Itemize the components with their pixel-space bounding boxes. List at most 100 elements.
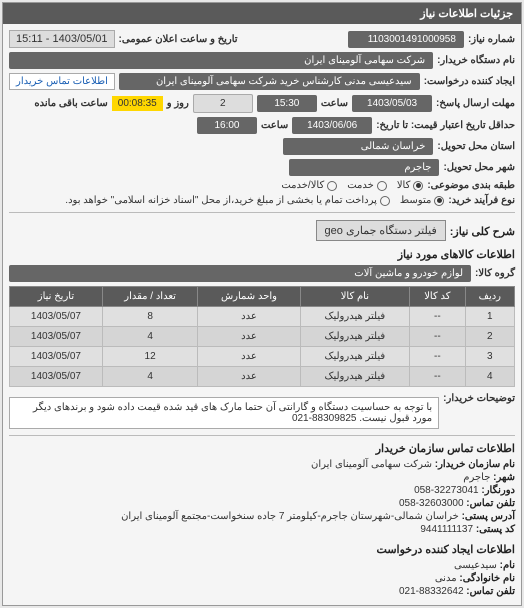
table-cell: عدد: [198, 307, 300, 327]
table-cell: عدد: [198, 327, 300, 347]
table-cell: 1: [465, 307, 514, 327]
info-phone: تلفن تماس: 32603000-058: [9, 498, 515, 509]
info-req-family: نام خانوادگی: مدنی: [9, 573, 515, 584]
radio-goods-icon: [413, 181, 423, 191]
remain-label: ساعت باقی مانده: [34, 98, 107, 109]
delivery-city-label: شهر محل تحویل:: [443, 162, 515, 173]
table-cell: عدد: [198, 347, 300, 367]
req-phone-value: 88332642-021: [399, 586, 464, 597]
request-number-label: شماره نیاز:: [468, 34, 515, 45]
radio-goods-service[interactable]: کالا/خدمت: [281, 180, 337, 191]
panel-title: جزئیات اطلاعات نیاز: [3, 3, 521, 24]
radio-payment-note[interactable]: پرداخت تمام یا بخشی از مبلغ خرید،از محل …: [65, 195, 390, 206]
row-subject-group: طبقه بندی موضوعی: کالا خدمت کالا/خدمت: [9, 180, 515, 191]
table-row: 2--فیلتر هیدرولیکعدد41403/05/07: [10, 327, 515, 347]
delivery-city-value: جاجرم: [289, 159, 439, 176]
deadline-label: مهلت ارسال پاسخ:: [436, 98, 515, 109]
contact-buyer-link[interactable]: اطلاعات تماس خریدار: [9, 73, 115, 90]
purchase-type-label: نوع فرآیند خرید:: [448, 195, 515, 206]
row-request-number: شماره نیاز: 1103001491000958 تاریخ و ساع…: [9, 30, 515, 48]
row-delivery-province: استان محل تحویل: خراسان شمالی: [9, 138, 515, 155]
buyer-org-label: نام دستگاه خریدار:: [437, 55, 515, 66]
table-cell: --: [410, 327, 466, 347]
info-postal: آدرس پستی: خراسان شمالی-شهرستان جاجرم-کی…: [9, 511, 515, 522]
row-buyer-note: توضیحات خریدار: با توجه به حساسیت دستگاه…: [9, 393, 515, 429]
description-label: شرح کلی نیاز:: [450, 225, 515, 238]
table-cell: 1403/05/07: [10, 307, 103, 327]
phone-label: تلفن تماس:: [466, 498, 515, 509]
col-unit: واحد شمارش: [198, 287, 300, 307]
creator-label: ایجاد کننده درخواست:: [424, 76, 515, 87]
req-name-label: نام:: [500, 560, 515, 571]
contact-section-header: اطلاعات تماس سازمان خریدار: [9, 442, 515, 455]
table-cell: فیلتر هیدرولیک: [300, 347, 409, 367]
table-cell: 1403/05/07: [10, 367, 103, 387]
row-creator: ایجاد کننده درخواست: سیدعیسی مدنی کارشنا…: [9, 73, 515, 90]
buyer-org-value: شرکت سهامی آلومینای ایران: [9, 52, 433, 69]
days-label: روز و: [167, 98, 189, 109]
table-row: 3--فیلتر هیدرولیکعدد121403/05/07: [10, 347, 515, 367]
info-req-phone: تلفن تماس: 88332642-021: [9, 586, 515, 597]
table-cell: 4: [102, 367, 197, 387]
table-cell: فیلتر هیدرولیک: [300, 307, 409, 327]
requester-section-header: اطلاعات ایجاد کننده درخواست: [9, 543, 515, 556]
delivery-province-label: استان محل تحویل:: [437, 141, 515, 152]
row-delivery-city: شهر محل تحویل: جاجرم: [9, 159, 515, 176]
radio-payment-label: پرداخت تمام یا بخشی از مبلغ خرید،از محل …: [65, 195, 377, 206]
radio-goods[interactable]: کالا: [397, 180, 424, 191]
deadline-time: 15:30: [257, 95, 317, 112]
table-cell: 3: [465, 347, 514, 367]
postal-label: آدرس پستی:: [462, 511, 515, 522]
radio-service[interactable]: خدمت: [347, 180, 387, 191]
info-city: شهر: جاجرم: [9, 472, 515, 483]
postcode-value: 9441111137: [420, 524, 473, 535]
radio-goods-service-label: کالا/خدمت: [281, 180, 324, 191]
time-label-2: ساعت: [261, 120, 288, 131]
price-validity-date: 1403/06/06: [292, 117, 372, 134]
table-cell: --: [410, 307, 466, 327]
price-validity-label: حداقل تاریخ اعتبار قیمت: تا تاریخ:: [376, 120, 515, 131]
table-cell: 4: [465, 367, 514, 387]
goods-group-value: لوازم خودرو و ماشین آلات: [9, 265, 471, 282]
table-cell: 12: [102, 347, 197, 367]
table-cell: فیلتر هیدرولیک: [300, 367, 409, 387]
radio-goods-label: کالا: [397, 180, 411, 191]
creator-value: سیدعیسی مدنی کارشناس خرید شرکت سهامی آلو…: [119, 73, 420, 90]
deadline-date: 1403/05/03: [352, 95, 432, 112]
table-cell: 8: [102, 307, 197, 327]
announce-datetime-label: تاریخ و ساعت اعلان عمومی:: [119, 34, 238, 45]
buyer-note-text: با توجه به حساسیت دستگاه و گارانتی آن حت…: [9, 397, 439, 429]
main-panel: جزئیات اطلاعات نیاز شماره نیاز: 11030014…: [2, 2, 522, 606]
panel-body: شماره نیاز: 1103001491000958 تاریخ و ساع…: [3, 24, 521, 605]
delivery-province-value: خراسان شمالی: [283, 138, 433, 155]
fax-value: 32273041-058: [414, 485, 479, 496]
goods-table: ردیف کد کالا نام کالا واحد شمارش تعداد /…: [9, 286, 515, 387]
days-remaining: 2: [193, 94, 253, 113]
org-name-label: نام سازمان خریدار:: [435, 459, 515, 470]
info-org-name: نام سازمان خریدار: شرکت سهامی آلومینای ا…: [9, 459, 515, 470]
table-cell: فیلتر هیدرولیک: [300, 327, 409, 347]
price-validity-time: 16:00: [197, 117, 257, 134]
goods-group-label: گروه کالا:: [475, 268, 515, 279]
table-row: 4--فیلتر هیدرولیکعدد41403/05/07: [10, 367, 515, 387]
table-cell: --: [410, 367, 466, 387]
table-header-row: ردیف کد کالا نام کالا واحد شمارش تعداد /…: [10, 287, 515, 307]
subject-group-label: طبقه بندی موضوعی:: [427, 180, 515, 191]
phone-value: 32603000-058: [399, 498, 464, 509]
time-label: ساعت: [321, 98, 348, 109]
row-price-validity: حداقل تاریخ اعتبار قیمت: تا تاریخ: 1403/…: [9, 117, 515, 134]
time-remaining: 00:08:35: [112, 96, 163, 111]
table-cell: عدد: [198, 367, 300, 387]
city-value: جاجرم: [463, 472, 490, 483]
info-req-name: نام: سیدعیسی: [9, 560, 515, 571]
row-buyer-org: نام دستگاه خریدار: شرکت سهامی آلومینای ا…: [9, 52, 515, 69]
req-family-value: مدنی: [435, 573, 457, 584]
radio-medium[interactable]: متوسط: [400, 195, 444, 206]
radio-medium-icon: [434, 196, 444, 206]
row-deadline: مهلت ارسال پاسخ: 1403/05/03 ساعت 15:30 2…: [9, 94, 515, 113]
col-date: تاریخ نیاز: [10, 287, 103, 307]
info-fax: دورنگار: 32273041-058: [9, 485, 515, 496]
row-description: شرح کلی نیاز: فیلتر دستگاه جماری geo: [9, 219, 515, 242]
city-label: شهر:: [493, 472, 515, 483]
col-name: نام کالا: [300, 287, 409, 307]
